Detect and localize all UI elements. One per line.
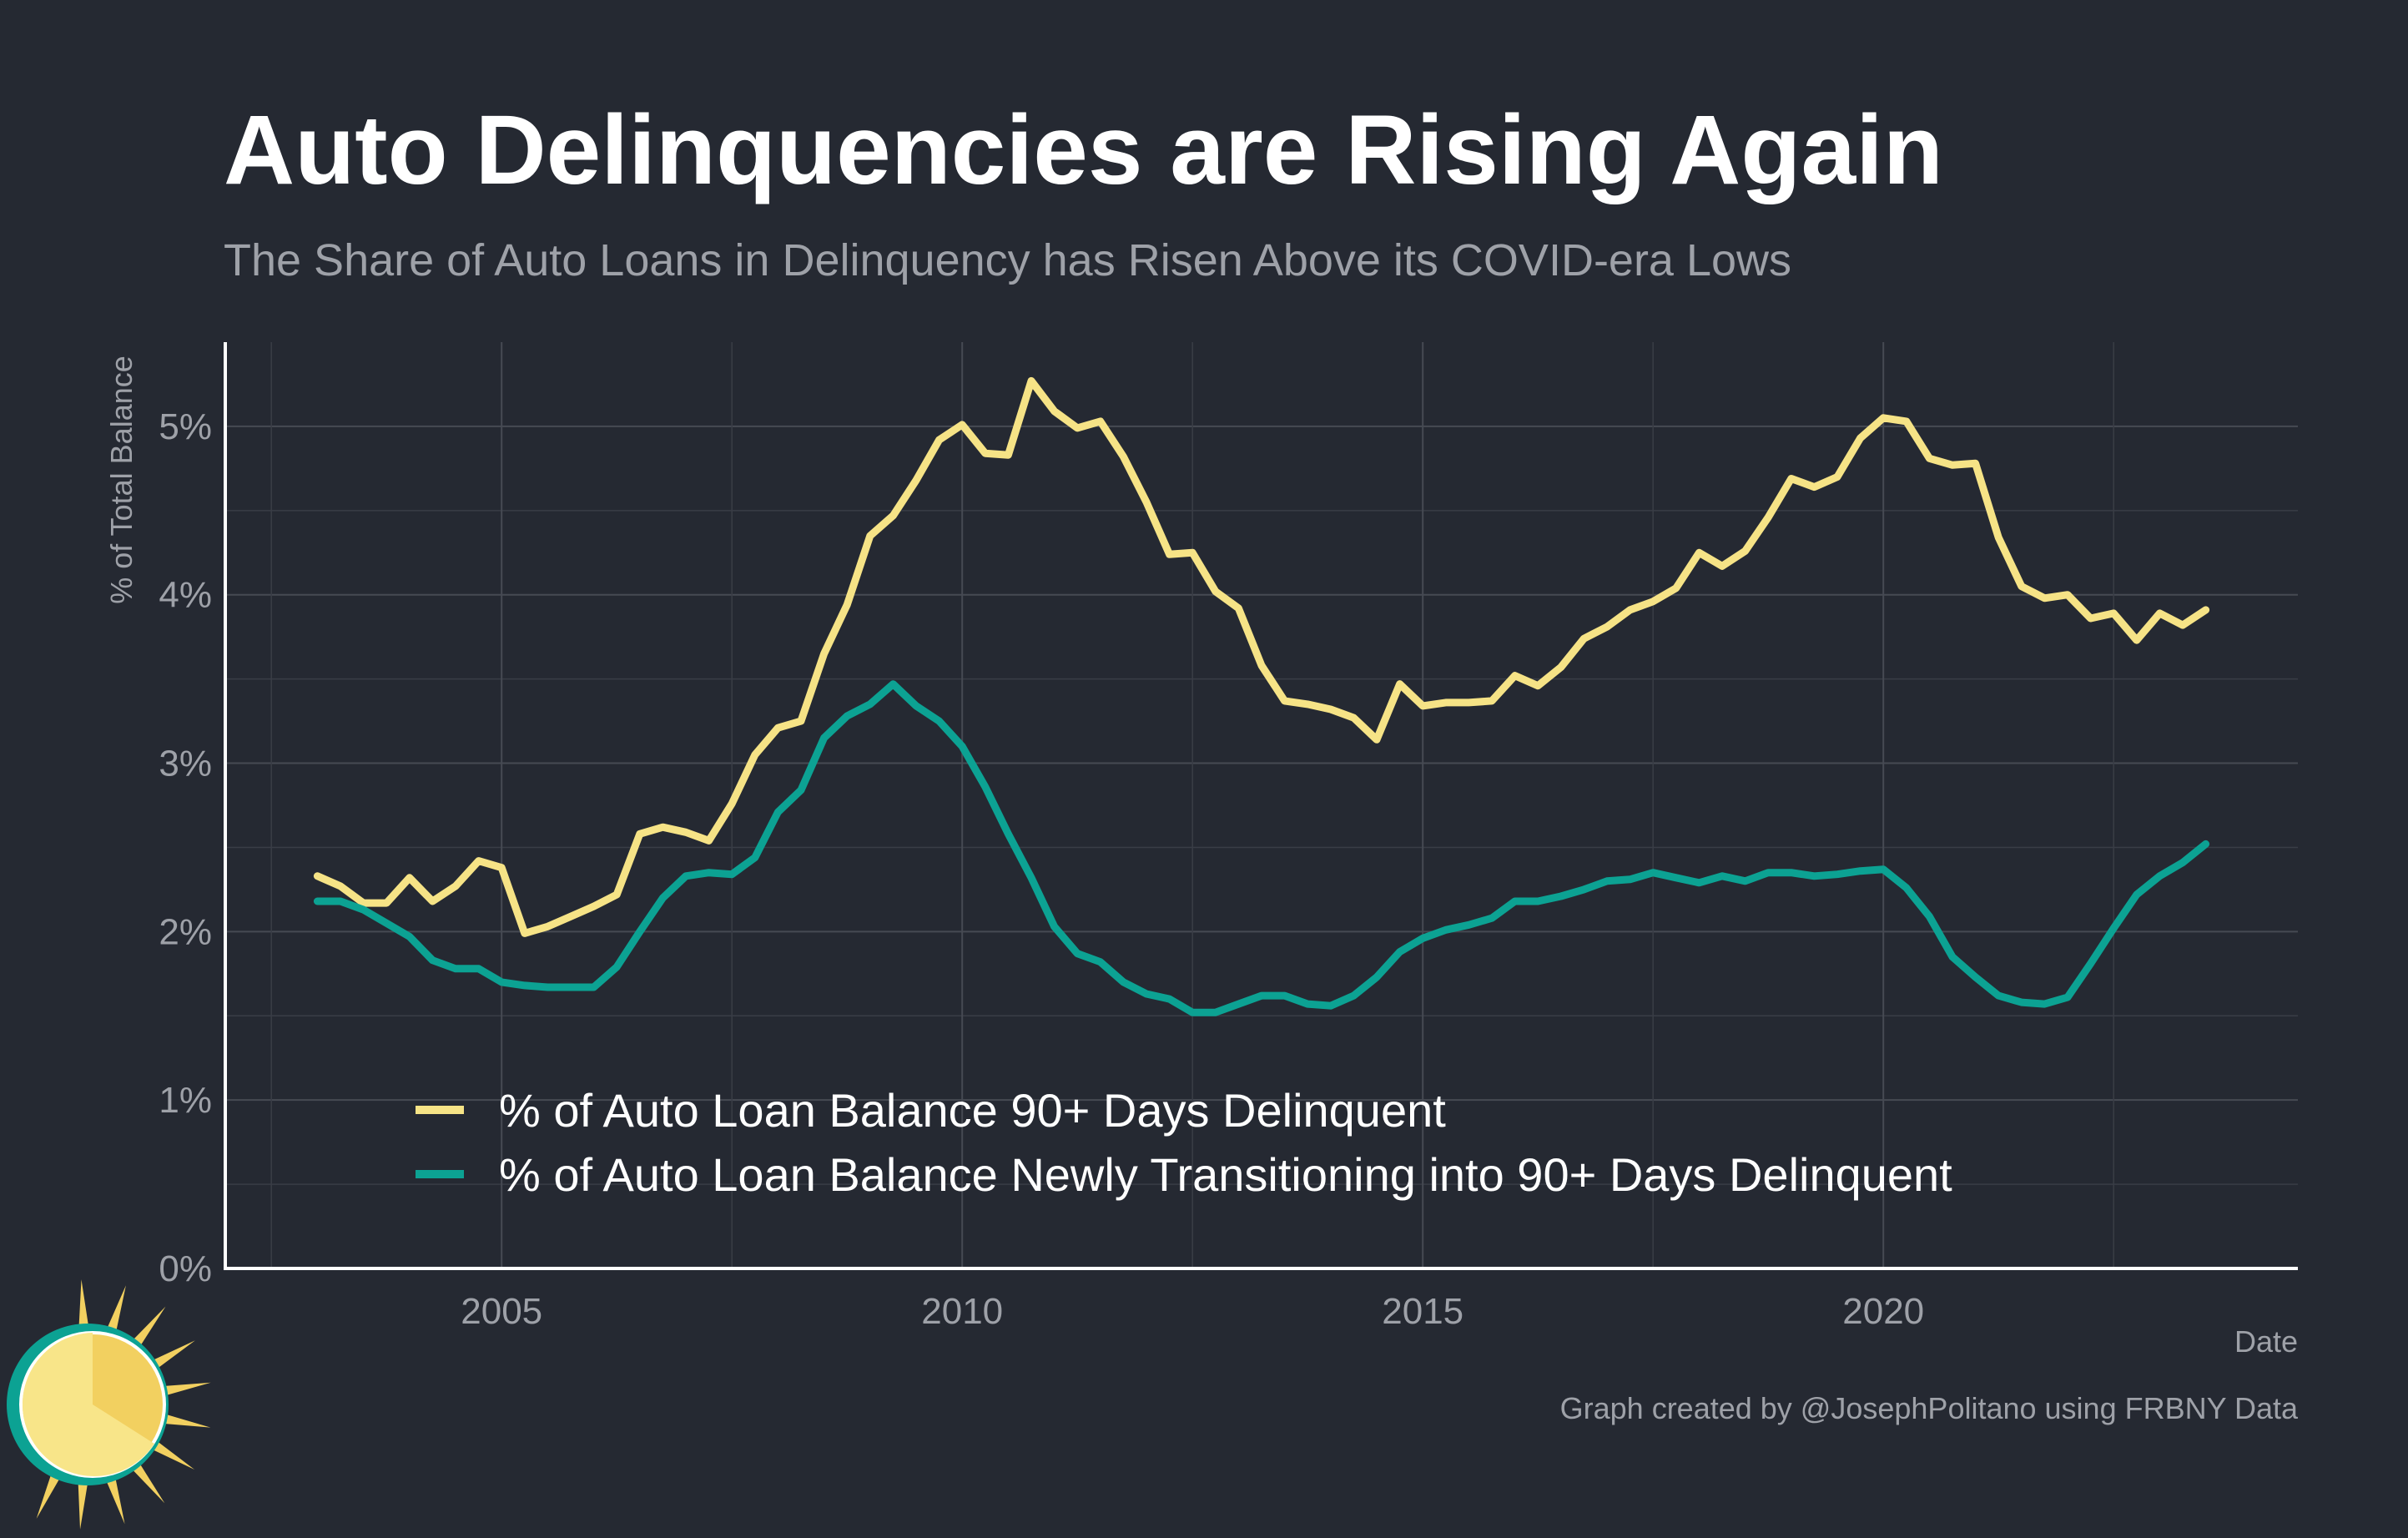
chart-subtitle: The Share of Auto Loans in Delinquency h… xyxy=(224,235,1791,285)
x-tick-label: 2005 xyxy=(461,1291,542,1332)
axes xyxy=(224,342,2298,1270)
sun-logo-icon xyxy=(7,1279,211,1530)
y-tick-label: 0% xyxy=(159,1248,212,1289)
series-line-1 xyxy=(313,376,2210,937)
series-line-2 xyxy=(313,680,2210,1016)
y-tick-label: 3% xyxy=(159,744,212,784)
x-tick-label: 2020 xyxy=(1842,1291,1924,1332)
series-group xyxy=(313,376,2210,1016)
chart-title: Auto Delinquencies are Rising Again xyxy=(224,95,1943,205)
grid xyxy=(225,342,2298,1268)
tick-labels: 0% 1% 2% 3% 4% 5% 2005 2010 2015 2020 xyxy=(159,406,1924,1332)
x-tick-label: 2015 xyxy=(1382,1291,1463,1332)
y-axis-title: % of Total Balance xyxy=(104,356,139,604)
y-tick-label: 1% xyxy=(159,1080,212,1121)
legend-label: % of Auto Loan Balance Newly Transitioni… xyxy=(499,1148,1952,1201)
y-tick-label: 2% xyxy=(159,911,212,952)
x-tick-label: 2010 xyxy=(921,1291,1003,1332)
legend: % of Auto Loan Balance 90+ Days Delinque… xyxy=(416,1084,1952,1201)
legend-label: % of Auto Loan Balance 90+ Days Delinque… xyxy=(499,1084,1446,1137)
x-axis-title: Date xyxy=(2234,1324,2298,1359)
y-tick-label: 4% xyxy=(159,575,212,616)
caption: Graph created by @JosephPolitano using F… xyxy=(1560,1391,2299,1425)
y-tick-label: 5% xyxy=(159,406,212,447)
